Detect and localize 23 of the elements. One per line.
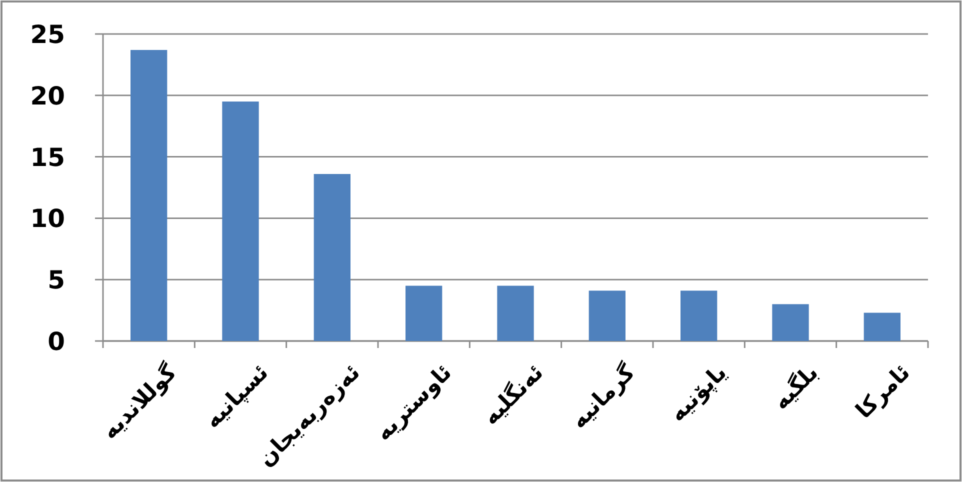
x-tick-label: یاپۆنیه <box>665 360 732 427</box>
y-tick-label: 20 <box>30 81 65 110</box>
bar <box>314 174 350 341</box>
bar <box>130 50 168 341</box>
bar <box>222 102 259 341</box>
bar <box>588 290 626 341</box>
x-tick-label: گرمانیه <box>565 358 640 434</box>
x-tick-label: ئاوستریه <box>371 360 457 446</box>
x-tick-label: بلگیه <box>767 358 824 416</box>
x-tick-label: ئامرکا <box>852 360 916 424</box>
y-tick-label: 25 <box>30 20 65 49</box>
bar <box>864 312 900 341</box>
bar <box>406 286 442 341</box>
y-tick-label: 5 <box>48 266 65 295</box>
bar <box>680 290 718 341</box>
bar <box>772 304 809 341</box>
y-tick-label: 0 <box>48 327 65 356</box>
bar <box>497 286 534 341</box>
x-tick-label: گوللاندیه <box>96 358 182 445</box>
y-tick-label: 10 <box>30 204 65 234</box>
x-tick-label: ئەنگلیه <box>477 358 548 430</box>
y-tick-label: 15 <box>30 142 65 172</box>
x-tick-label: ئسپانیه <box>200 360 274 434</box>
